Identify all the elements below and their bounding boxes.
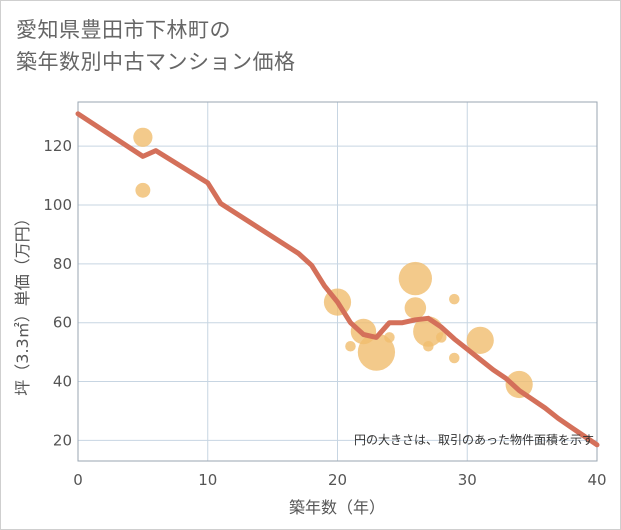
y-tick-label: 80	[53, 255, 72, 273]
axis-ticks: 0 10 20 30 40 20 40 60 80 100 120	[43, 137, 606, 489]
bubble-point	[436, 332, 447, 343]
bubble-point	[384, 332, 395, 343]
chart-title-line-2: 築年数別中古マンション価格	[16, 50, 296, 74]
y-tick-label: 20	[53, 431, 72, 449]
grid	[77, 102, 598, 461]
y-tick-label: 120	[43, 137, 72, 155]
y-axis-label: 坪（3.3㎡）単価（万円）	[13, 210, 32, 395]
x-tick-label: 40	[587, 471, 606, 489]
chart-title: 愛知県豊田市下林町の 築年数別中古マンション価格	[16, 14, 296, 78]
y-tick-label: 100	[43, 196, 72, 214]
bubble-point	[404, 297, 427, 319]
x-tick-label: 0	[73, 471, 83, 489]
bubble-point	[357, 333, 396, 371]
x-axis-label: 築年数（年）	[289, 498, 385, 517]
bubble-point	[345, 340, 356, 352]
bubble-size-note: 円の大きさは、取引のあった物件面積を示す	[354, 432, 594, 447]
x-tick-label: 30	[458, 471, 477, 489]
y-tick-label: 40	[53, 373, 72, 391]
x-tick-label: 20	[328, 471, 347, 489]
bubble-point	[466, 326, 494, 354]
trend-line-series	[75, 111, 600, 448]
trend-line	[75, 111, 600, 448]
bubble-point	[135, 182, 151, 198]
bubble-point	[505, 370, 533, 399]
y-tick-label: 60	[53, 314, 72, 332]
x-tick-label: 10	[198, 471, 217, 489]
bubble-series	[133, 127, 533, 399]
chart-title-line-1: 愛知県豊田市下林町の	[16, 18, 231, 42]
bubble-point	[398, 261, 433, 296]
bubble-point	[133, 127, 153, 147]
plot-area	[77, 101, 598, 462]
bubble-point	[449, 293, 460, 305]
bubble-point	[423, 340, 434, 352]
bubble-point	[449, 352, 460, 364]
